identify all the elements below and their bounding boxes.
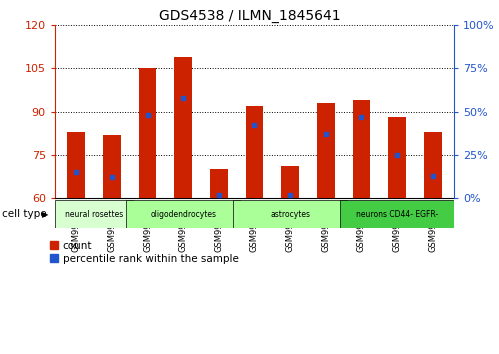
Text: astrocytes: astrocytes — [270, 210, 310, 219]
Text: GDS4538 / ILMN_1845641: GDS4538 / ILMN_1845641 — [159, 9, 340, 23]
Bar — [233, 200, 347, 228]
Bar — [126, 200, 240, 228]
Legend: count, percentile rank within the sample: count, percentile rank within the sample — [50, 241, 239, 264]
Text: oligodendrocytes: oligodendrocytes — [150, 210, 216, 219]
Bar — [340, 200, 454, 228]
Bar — [424, 132, 442, 198]
Text: neurons CD44- EGFR-: neurons CD44- EGFR- — [356, 210, 438, 219]
Bar — [281, 166, 299, 198]
Bar — [55, 200, 133, 228]
Text: ▶: ▶ — [41, 210, 48, 219]
Bar — [388, 117, 406, 198]
Bar — [67, 132, 85, 198]
Bar — [246, 106, 263, 198]
Bar — [139, 68, 157, 198]
Bar — [174, 57, 192, 198]
Text: cell type: cell type — [2, 209, 47, 219]
Bar — [352, 100, 370, 198]
Bar — [317, 103, 335, 198]
Bar — [210, 169, 228, 198]
Bar — [103, 135, 121, 198]
Text: neural rosettes: neural rosettes — [65, 210, 123, 219]
